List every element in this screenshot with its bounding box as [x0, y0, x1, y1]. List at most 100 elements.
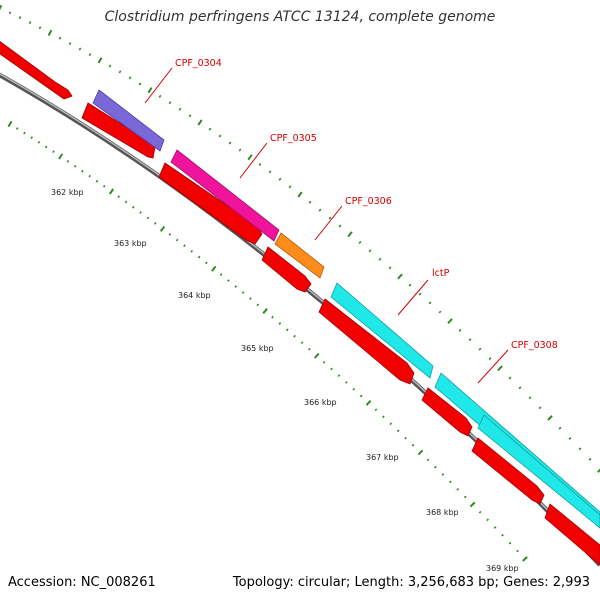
minor-tick: [197, 255, 201, 259]
minor-tick: [271, 315, 274, 319]
minor-tick: [488, 357, 492, 361]
leader-line-cpf-0308: [477, 349, 509, 384]
minor-tick: [568, 437, 572, 440]
map-title: Clostridium perfringens ATCC 13124, comp…: [104, 9, 496, 25]
major-tick: [47, 29, 53, 37]
gene-labels: CPF_0304 CPF_0305 CPF_0306 lctP CPF_0308: [175, 58, 558, 351]
minor-tick: [441, 473, 445, 476]
minor-tick: [352, 387, 356, 391]
minor-tick: [338, 224, 342, 228]
major-tick: [58, 153, 64, 160]
minor-tick: [8, 11, 12, 15]
minor-tick: [358, 240, 362, 244]
minor-tick: [219, 273, 223, 277]
minor-tick: [508, 541, 512, 545]
cds-feature[interactable]: [261, 246, 312, 293]
minor-tick: [153, 222, 157, 225]
major-tick: [347, 231, 353, 238]
cds-feature[interactable]: [421, 387, 473, 437]
minor-tick: [218, 134, 222, 138]
minor-tick: [378, 257, 382, 261]
minor-tick: [438, 310, 442, 314]
minor-tick: [188, 114, 192, 118]
cds-feature[interactable]: [318, 298, 415, 385]
minor-tick: [493, 526, 497, 529]
cds-feature[interactable]: [0, 33, 73, 100]
gene-cpf-0306[interactable]: [274, 232, 325, 279]
minor-tick: [108, 64, 112, 68]
major-tick: [108, 188, 115, 195]
kbp-label: 362 kbp: [51, 188, 84, 197]
minor-tick: [516, 549, 519, 553]
minor-tick: [418, 292, 422, 296]
minor-tick: [486, 518, 489, 522]
gene-label-lctp[interactable]: lctP: [432, 268, 450, 279]
kbp-label: 369 kbp: [486, 564, 519, 573]
minor-tick: [234, 285, 238, 288]
cds-feature[interactable]: [544, 503, 600, 566]
major-tick: [262, 308, 268, 314]
major-tick: [247, 154, 253, 161]
major-tick: [147, 87, 153, 94]
leader-line-cpf-0304: [144, 67, 173, 104]
gene-label-cpf-0304[interactable]: CPF_0304: [175, 58, 222, 69]
minor-tick: [168, 233, 172, 236]
minor-tick: [404, 436, 407, 440]
minor-tick: [15, 127, 19, 130]
gene-lctp[interactable]: [330, 282, 434, 379]
gene-label-cpf-0305[interactable]: CPF_0305: [270, 133, 317, 144]
minor-tick: [128, 76, 132, 80]
leader-line-cpf-0305: [239, 142, 268, 179]
minor-tick: [528, 396, 532, 400]
minor-tick: [285, 328, 289, 332]
minor-tick: [139, 211, 142, 214]
cds-feature[interactable]: [471, 437, 545, 505]
minor-tick: [478, 347, 482, 351]
minor-tick: [249, 297, 252, 301]
minor-tick: [190, 250, 194, 253]
major-tick: [159, 225, 166, 232]
major-tick: [497, 365, 503, 372]
minor-tick: [374, 408, 378, 412]
major-tick: [297, 191, 303, 198]
minor-tick: [558, 426, 562, 430]
minor-tick: [411, 443, 415, 447]
cds-feature[interactable]: [158, 162, 263, 245]
minor-tick: [308, 200, 312, 204]
gene-track: [92, 89, 600, 529]
major-tick: [211, 265, 217, 272]
gene-cpf-0304[interactable]: [92, 89, 165, 152]
major-tick: [547, 415, 553, 421]
minor-tick: [78, 47, 82, 51]
minor-tick: [330, 367, 333, 371]
kbp-label: 363 kbp: [114, 239, 147, 248]
major-tick: [469, 501, 476, 508]
minor-tick: [434, 465, 437, 469]
minor-tick: [158, 94, 162, 98]
gene-cpf-0305[interactable]: [170, 149, 280, 242]
major-tick: [197, 119, 203, 126]
gene-label-cpf-0308[interactable]: CPF_0308: [511, 340, 558, 351]
minor-tick: [278, 177, 282, 181]
minor-tick: [278, 322, 282, 325]
minor-tick: [578, 447, 582, 451]
minor-tick: [408, 283, 412, 287]
gene-lctp-segment[interactable]: [477, 414, 600, 529]
minor-tick: [588, 457, 592, 461]
minor-tick: [183, 244, 186, 247]
minor-tick: [318, 208, 322, 212]
minor-tick: [88, 174, 91, 178]
gene-label-cpf-0306[interactable]: CPF_0306: [345, 196, 392, 207]
minor-tick: [168, 101, 172, 105]
minor-tick: [18, 16, 22, 20]
minor-tick: [73, 164, 77, 168]
major-tick: [97, 57, 103, 64]
minor-tick: [208, 127, 212, 131]
minor-tick: [228, 141, 232, 145]
minor-tick: [300, 341, 304, 345]
minor-tick: [508, 376, 512, 380]
minor-tick: [28, 21, 32, 25]
leader-line-cpf-0306: [314, 205, 343, 241]
minor-tick: [308, 347, 311, 351]
